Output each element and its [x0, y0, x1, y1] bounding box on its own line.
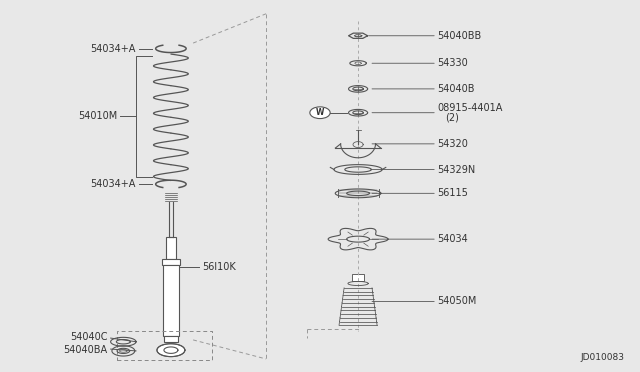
Text: 54034+A: 54034+A: [91, 179, 136, 189]
Circle shape: [310, 107, 330, 119]
Text: JD010083: JD010083: [580, 353, 625, 362]
Text: 54040C: 54040C: [70, 332, 108, 342]
Text: 56l10K: 56l10K: [203, 262, 236, 272]
Text: 54040BB: 54040BB: [437, 31, 482, 41]
Polygon shape: [164, 336, 178, 342]
Text: W: W: [316, 108, 324, 117]
Polygon shape: [162, 259, 180, 265]
Text: 54034: 54034: [437, 234, 468, 244]
Polygon shape: [163, 265, 179, 336]
Text: (2): (2): [445, 112, 459, 122]
Text: 54010M: 54010M: [77, 111, 117, 121]
Text: 54034+A: 54034+A: [91, 44, 136, 54]
Text: 54329N: 54329N: [437, 164, 476, 174]
Text: 54330: 54330: [437, 58, 468, 68]
Polygon shape: [166, 237, 176, 259]
Polygon shape: [157, 344, 185, 357]
Text: 54050M: 54050M: [437, 296, 477, 307]
Text: 56115: 56115: [437, 188, 468, 198]
Text: 54040B: 54040B: [437, 84, 475, 94]
Polygon shape: [352, 274, 364, 280]
Text: 08915-4401A: 08915-4401A: [437, 103, 503, 113]
Text: 54320: 54320: [437, 139, 468, 149]
Text: 54040BA: 54040BA: [63, 345, 108, 355]
